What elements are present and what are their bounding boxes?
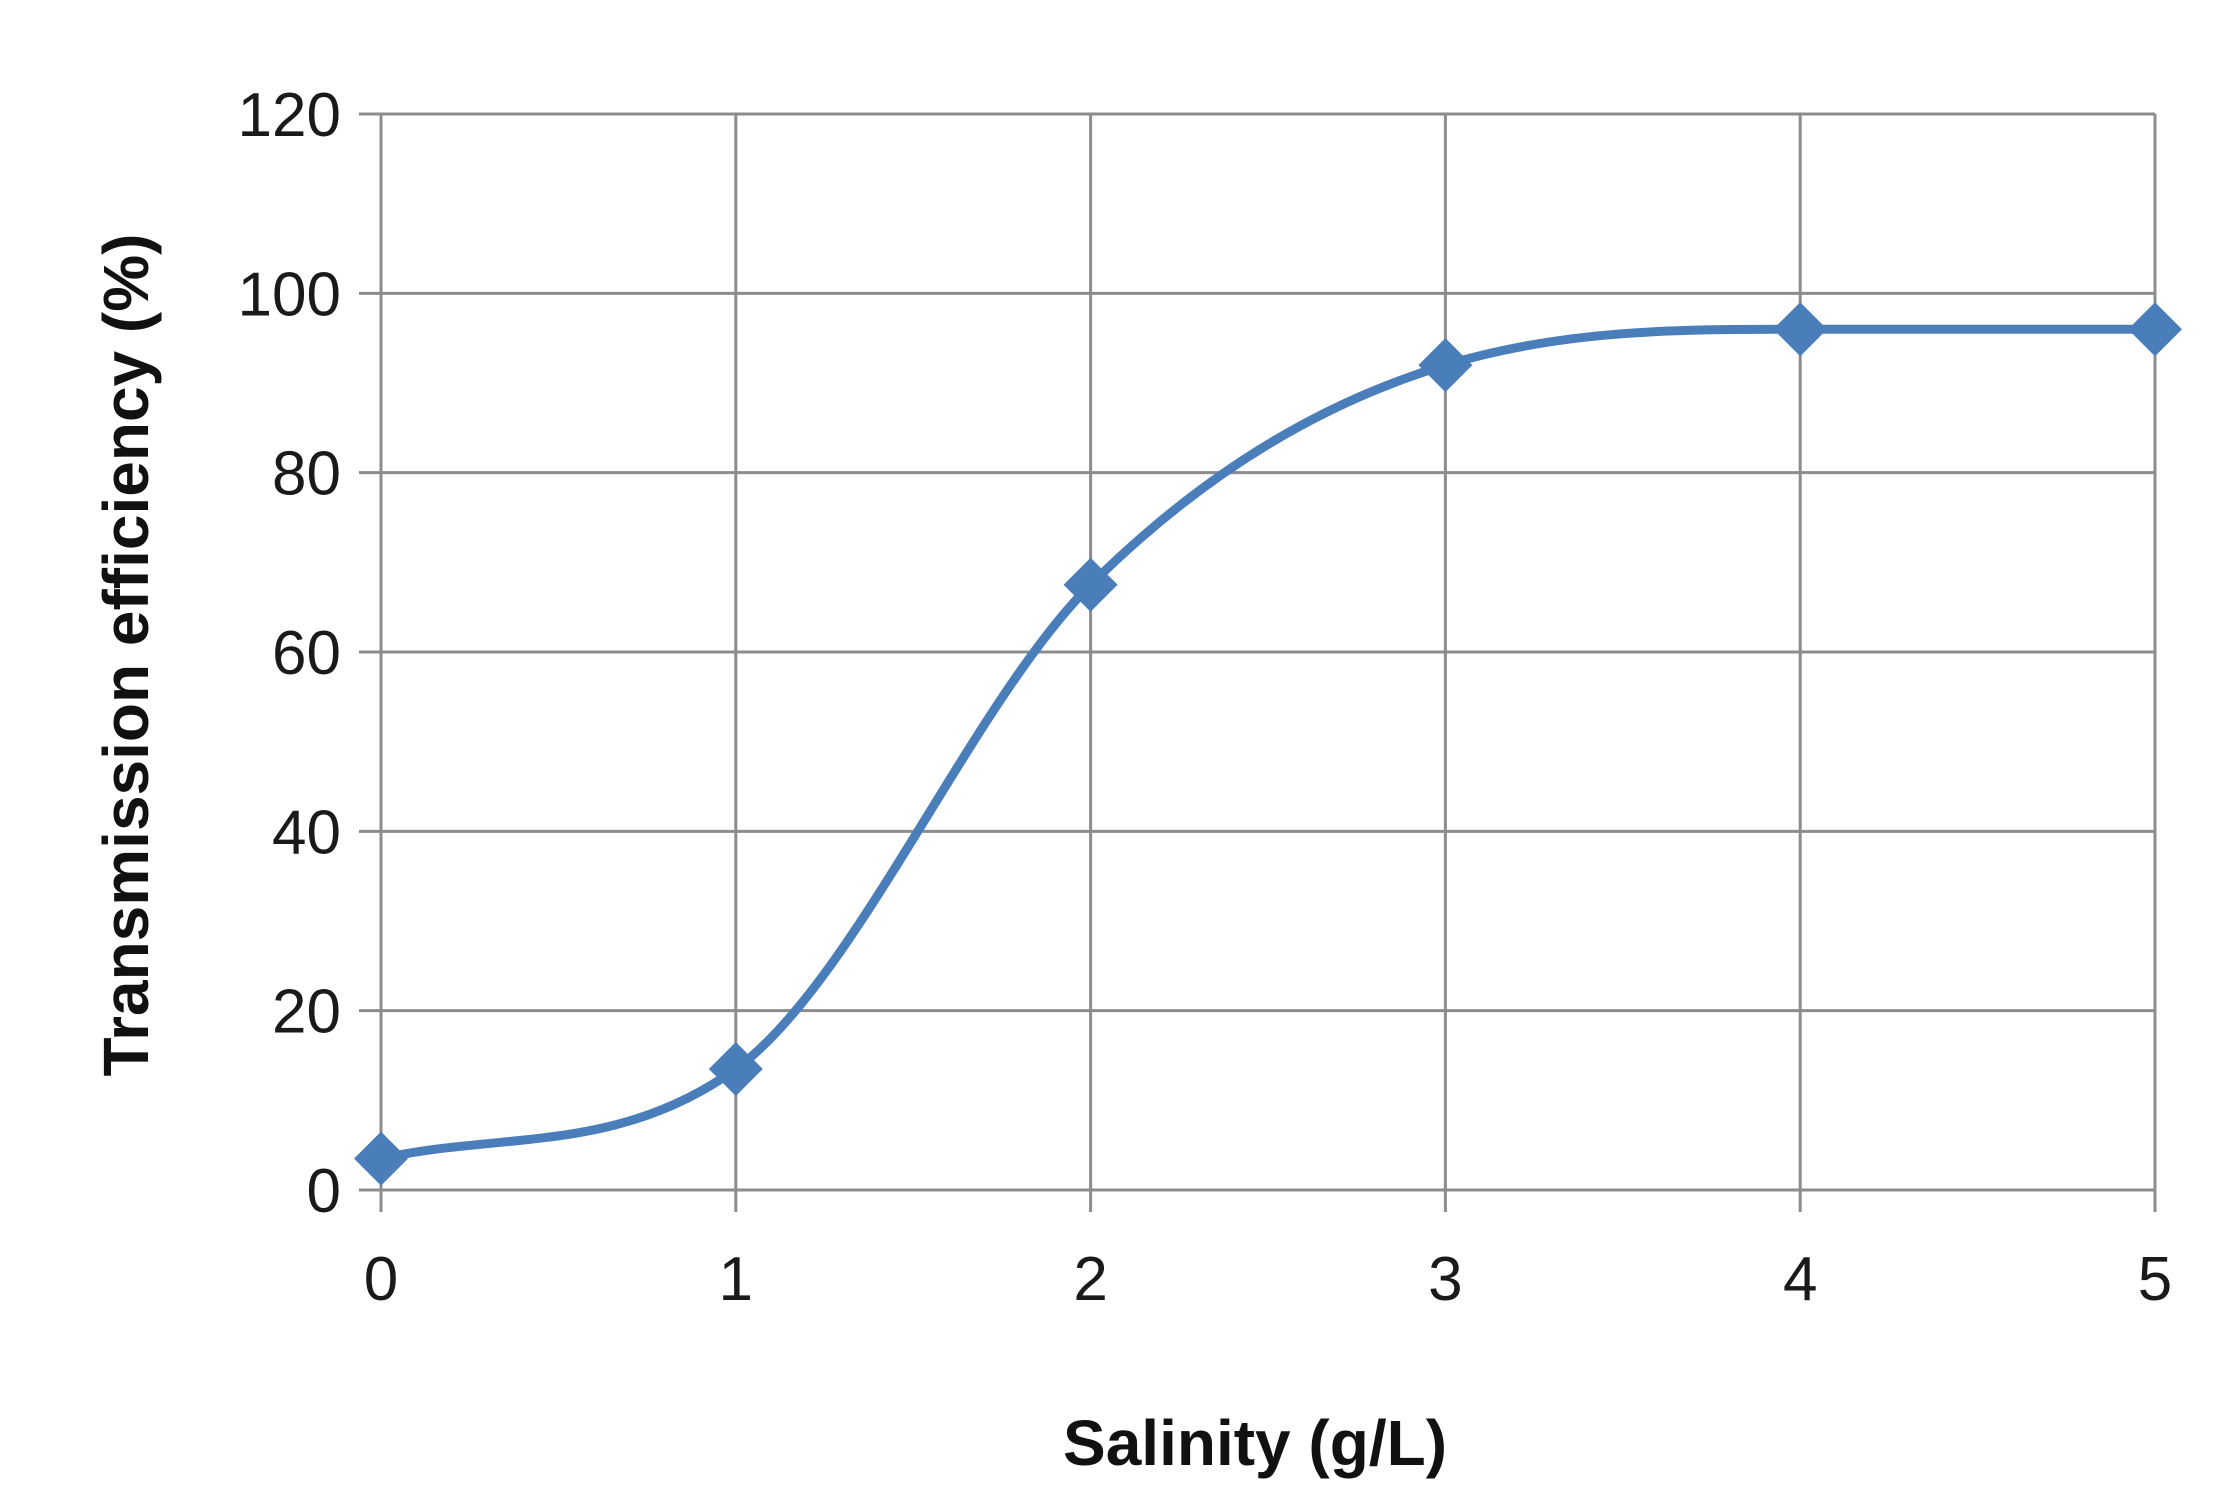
y-axis-ticks: 0 20 40 60 80 100 120 xyxy=(238,81,381,1226)
y-tick-label: 40 xyxy=(272,798,341,867)
y-tick-label: 60 xyxy=(272,619,341,688)
x-axis-ticks: 0 1 2 3 4 5 xyxy=(364,1190,2172,1314)
grid xyxy=(379,112,2157,1192)
data-point-diamond xyxy=(1418,338,1473,393)
y-tick-label: 80 xyxy=(272,440,341,509)
y-tick-label: 100 xyxy=(238,260,341,329)
x-tick-label: 1 xyxy=(719,1245,753,1314)
series xyxy=(354,302,2182,1186)
y-tick-label: 120 xyxy=(238,81,341,150)
data-point-diamond xyxy=(2128,302,2182,357)
x-axis-title: Salinity (g/L) xyxy=(1063,1407,1447,1479)
data-point-diamond xyxy=(1773,302,1828,357)
y-tick-label: 0 xyxy=(307,1157,341,1226)
data-point-diamond xyxy=(708,1041,763,1096)
x-tick-label: 0 xyxy=(364,1245,398,1314)
x-tick-label: 5 xyxy=(2138,1245,2172,1314)
y-tick-label: 20 xyxy=(272,978,341,1047)
x-tick-label: 4 xyxy=(1783,1245,1817,1314)
x-tick-label: 3 xyxy=(1428,1245,1462,1314)
y-axis-title: Transmission efficiency (%) xyxy=(90,234,162,1077)
data-point-diamond xyxy=(354,1131,408,1186)
x-tick-label: 2 xyxy=(1073,1245,1107,1314)
data-point-diamond xyxy=(1063,557,1118,612)
series-line xyxy=(376,324,2160,1164)
